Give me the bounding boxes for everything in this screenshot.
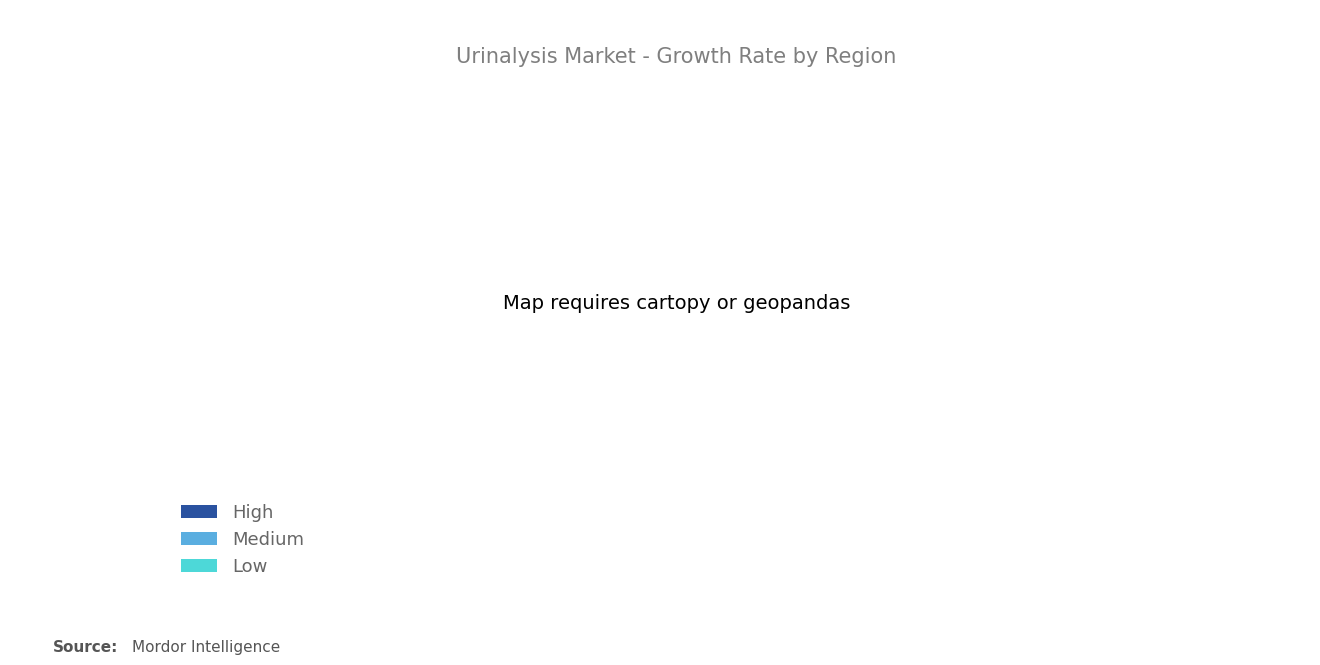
Text: Map requires cartopy or geopandas: Map requires cartopy or geopandas — [503, 295, 850, 313]
Legend: High, Medium, Low: High, Medium, Low — [174, 496, 312, 583]
Title: Urinalysis Market - Growth Rate by Region: Urinalysis Market - Growth Rate by Regio… — [457, 47, 896, 67]
Text: Mordor Intelligence: Mordor Intelligence — [132, 640, 280, 655]
Text: Source:: Source: — [53, 640, 119, 655]
